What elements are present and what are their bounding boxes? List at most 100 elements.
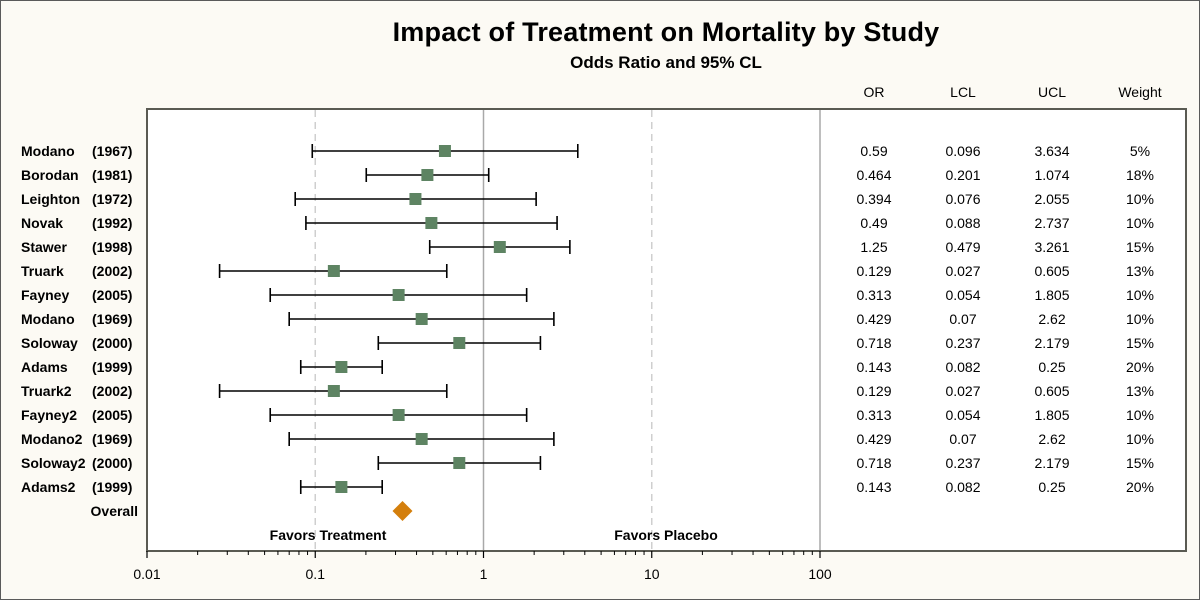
table-cell-lcl: 0.082 <box>945 359 980 375</box>
study-name: Adams <box>21 359 68 375</box>
study-year: (2002) <box>92 263 132 279</box>
table-cell-lcl: 0.027 <box>945 383 980 399</box>
table-cell-or: 0.313 <box>856 407 891 423</box>
favors-placebo-label: Favors Placebo <box>614 527 718 543</box>
study-name: Soloway <box>21 335 78 351</box>
table-cell-or: 0.394 <box>856 191 891 207</box>
study-year: (1992) <box>92 215 132 231</box>
table-cell-weight: 10% <box>1126 287 1154 303</box>
table-cell-ucl: 1.805 <box>1034 287 1069 303</box>
favors-treatment-label: Favors Treatment <box>270 527 387 543</box>
table-cell-or: 0.718 <box>856 455 891 471</box>
table-cell-ucl: 2.179 <box>1034 455 1069 471</box>
table-cell-weight: 13% <box>1126 263 1154 279</box>
table-cell-weight: 15% <box>1126 455 1154 471</box>
study-year: (1999) <box>92 479 132 495</box>
or-marker <box>493 241 506 253</box>
column-header-lcl: LCL <box>950 84 976 100</box>
table-cell-lcl: 0.237 <box>945 455 980 471</box>
chart-title: Impact of Treatment on Mortality by Stud… <box>392 17 940 47</box>
table-cell-lcl: 0.479 <box>945 239 980 255</box>
table-cell-or: 1.25 <box>860 239 887 255</box>
table-cell-lcl: 0.201 <box>945 167 980 183</box>
table-cell-or: 0.429 <box>856 311 891 327</box>
table-cell-lcl: 0.237 <box>945 335 980 351</box>
study-name: Truark <box>21 263 64 279</box>
table-cell-lcl: 0.07 <box>949 311 976 327</box>
column-header-ucl: UCL <box>1038 84 1066 100</box>
table-cell-or: 0.49 <box>860 215 887 231</box>
table-cell-ucl: 2.62 <box>1038 431 1065 447</box>
table-cell-lcl: 0.054 <box>945 287 980 303</box>
study-name: Modano <box>21 311 75 327</box>
table-cell-weight: 15% <box>1126 239 1154 255</box>
or-marker <box>392 289 405 301</box>
table-cell-weight: 10% <box>1126 311 1154 327</box>
study-name: Borodan <box>21 167 79 183</box>
study-year: (2000) <box>92 455 132 471</box>
study-name: Modano <box>21 143 75 159</box>
overall-diamond <box>392 501 413 521</box>
or-marker <box>415 433 428 445</box>
study-name: Stawer <box>21 239 67 255</box>
x-tick-label: 0.1 <box>306 566 326 582</box>
or-marker <box>425 217 438 229</box>
or-marker <box>421 169 434 181</box>
table-cell-ucl: 2.62 <box>1038 311 1065 327</box>
or-marker <box>453 337 466 349</box>
table-cell-weight: 18% <box>1126 167 1154 183</box>
table-cell-or: 0.59 <box>860 143 887 159</box>
table-cell-lcl: 0.076 <box>945 191 980 207</box>
table-cell-weight: 10% <box>1126 407 1154 423</box>
study-year: (2002) <box>92 383 132 399</box>
plot-frame <box>146 108 1187 552</box>
study-name: Adams2 <box>21 479 76 495</box>
study-year: (1981) <box>92 167 132 183</box>
table-cell-lcl: 0.096 <box>945 143 980 159</box>
table-cell-weight: 20% <box>1126 359 1154 375</box>
study-year: (2005) <box>92 287 132 303</box>
table-cell-or: 0.129 <box>856 263 891 279</box>
table-cell-ucl: 0.605 <box>1034 263 1069 279</box>
table-cell-ucl: 2.737 <box>1034 215 1069 231</box>
table-cell-weight: 20% <box>1126 479 1154 495</box>
study-year: (1969) <box>92 311 132 327</box>
or-marker <box>453 457 466 469</box>
study-year: (1967) <box>92 143 132 159</box>
table-cell-ucl: 1.074 <box>1034 167 1069 183</box>
or-marker <box>335 481 348 493</box>
table-cell-or: 0.143 <box>856 479 891 495</box>
table-cell-weight: 15% <box>1126 335 1154 351</box>
study-year: (2005) <box>92 407 132 423</box>
table-cell-ucl: 2.055 <box>1034 191 1069 207</box>
table-cell-weight: 10% <box>1126 431 1154 447</box>
table-cell-or: 0.464 <box>856 167 891 183</box>
table-cell-ucl: 2.179 <box>1034 335 1069 351</box>
table-cell-lcl: 0.027 <box>945 263 980 279</box>
table-cell-or: 0.143 <box>856 359 891 375</box>
study-name: Leighton <box>21 191 80 207</box>
overall-label: Overall <box>91 503 138 519</box>
table-cell-lcl: 0.082 <box>945 479 980 495</box>
study-year: (2000) <box>92 335 132 351</box>
table-cell-weight: 10% <box>1126 215 1154 231</box>
table-cell-or: 0.313 <box>856 287 891 303</box>
table-cell-ucl: 3.634 <box>1034 143 1069 159</box>
table-cell-or: 0.129 <box>856 383 891 399</box>
table-cell-lcl: 0.07 <box>949 431 976 447</box>
table-cell-ucl: 1.805 <box>1034 407 1069 423</box>
table-cell-lcl: 0.088 <box>945 215 980 231</box>
x-tick-label: 1 <box>480 566 488 582</box>
table-cell-or: 0.429 <box>856 431 891 447</box>
table-cell-weight: 13% <box>1126 383 1154 399</box>
table-cell-ucl: 0.605 <box>1034 383 1069 399</box>
or-marker <box>438 145 451 157</box>
study-name: Fayney <box>21 287 69 303</box>
study-name: Novak <box>21 215 63 231</box>
column-header-weight: Weight <box>1118 84 1161 100</box>
or-marker <box>415 313 428 325</box>
x-tick-label: 10 <box>644 566 660 582</box>
table-cell-weight: 5% <box>1130 143 1150 159</box>
x-tick-label: 0.01 <box>133 566 160 582</box>
or-marker <box>392 409 405 421</box>
